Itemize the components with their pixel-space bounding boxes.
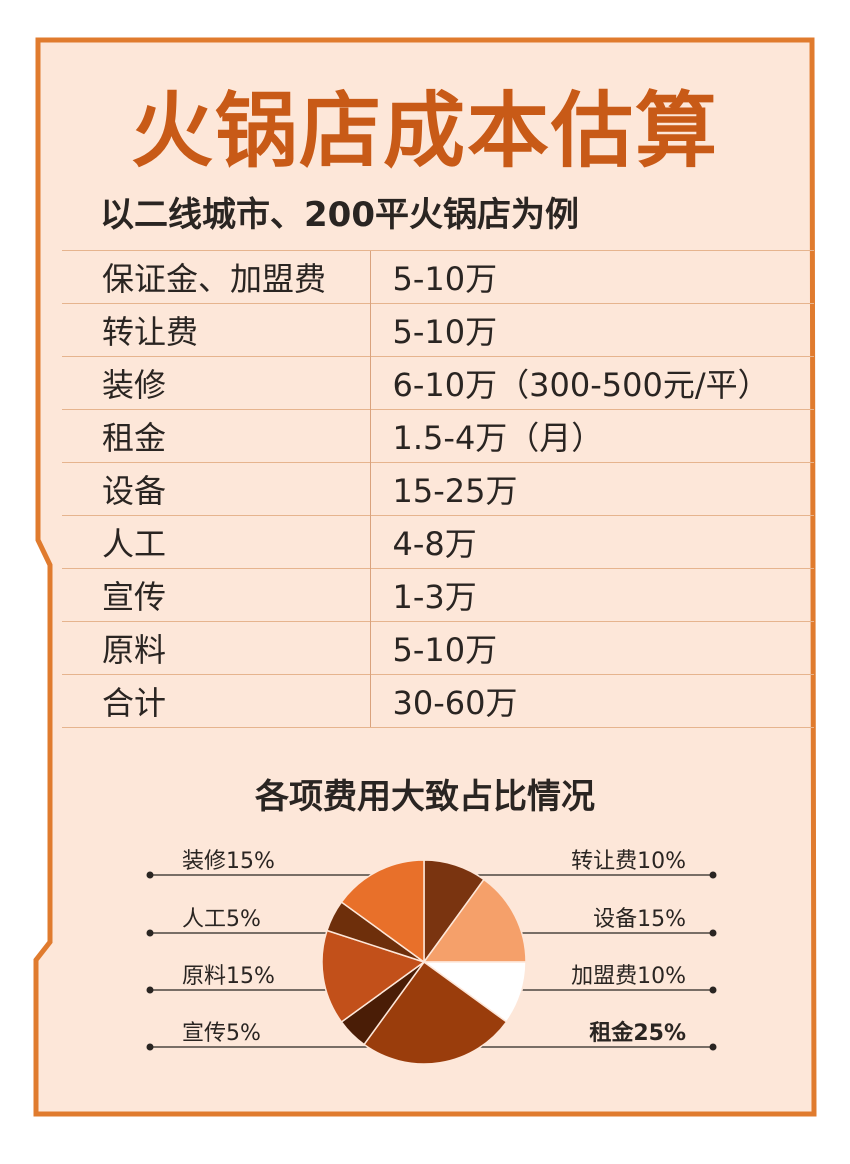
cost-table: 保证金、加盟费 5-10万 转让费 5-10万 装修 6-10万（300-500… (62, 250, 814, 728)
pie-slice-label: 加盟费10% (571, 964, 686, 989)
pie-slice (363, 960, 508, 1065)
cost-amount: 5-10万 (369, 621, 814, 675)
pie-leader-dot (709, 1043, 717, 1051)
pie-leader-dot (146, 986, 154, 994)
pie-leader-dot (146, 1043, 154, 1051)
pie-slice-label: 人工5% (182, 907, 261, 932)
cost-amount: 4-8万 (369, 515, 814, 569)
cost-amount: 30-60万 (369, 674, 814, 728)
chart-title: 各项费用大致占比情况 (255, 777, 595, 817)
cost-amount: 5-10万 (369, 303, 814, 357)
cost-item: 宣传 (62, 568, 370, 622)
table-row: 转让费 5-10万 (62, 303, 814, 357)
pie-slice-label: 装修15% (182, 849, 275, 874)
page-title: 火锅店成本估算 (130, 84, 719, 179)
cost-item: 装修 (62, 356, 370, 410)
cost-item: 原料 (62, 621, 370, 675)
pie-slice-label: 转让费10% (571, 849, 686, 874)
table-row: 合计 30-60万 (62, 674, 814, 728)
cost-amount: 15-25万 (369, 462, 814, 516)
cost-amount: 5-10万 (369, 250, 814, 304)
pie-slice (422, 878, 527, 963)
cost-item: 人工 (62, 515, 370, 569)
cost-amount: 1-3万 (369, 568, 814, 622)
cost-item: 设备 (62, 462, 370, 516)
table-row: 设备 15-25万 (62, 462, 814, 516)
table-row: 人工 4-8万 (62, 515, 814, 569)
cost-amount: 6-10万（300-500元/平） (369, 356, 814, 410)
pie-slice-label: 租金25% (589, 1020, 686, 1046)
page-subtitle: 以二线城市、200平火锅店为例 (100, 195, 579, 235)
table-row: 原料 5-10万 (62, 621, 814, 675)
pie-leader-dot (709, 871, 717, 879)
pie-slice (321, 929, 426, 1023)
cost-item: 保证金、加盟费 (62, 250, 370, 304)
table-row: 装修 6-10万（300-500元/平） (62, 356, 814, 410)
cost-item: 转让费 (62, 303, 370, 357)
pie-slice-label: 设备15% (593, 907, 686, 932)
table-row: 保证金、加盟费 5-10万 (62, 250, 814, 304)
pie-leader-dot (709, 986, 717, 994)
table-row: 宣传 1-3万 (62, 568, 814, 622)
cost-amount: 1.5-4万（月） (369, 409, 814, 463)
cost-item: 租金 (62, 409, 370, 463)
pie-slice-label: 宣传5% (182, 1021, 261, 1046)
pie-slice (340, 859, 425, 964)
pie-leader-dot (709, 929, 717, 937)
cost-item: 合计 (62, 674, 370, 728)
pie-slice-label: 原料15% (182, 964, 275, 989)
pie-leader-dot (146, 929, 154, 937)
table-row: 租金 1.5-4万（月） (62, 409, 814, 463)
pie-leader-dot (146, 871, 154, 879)
